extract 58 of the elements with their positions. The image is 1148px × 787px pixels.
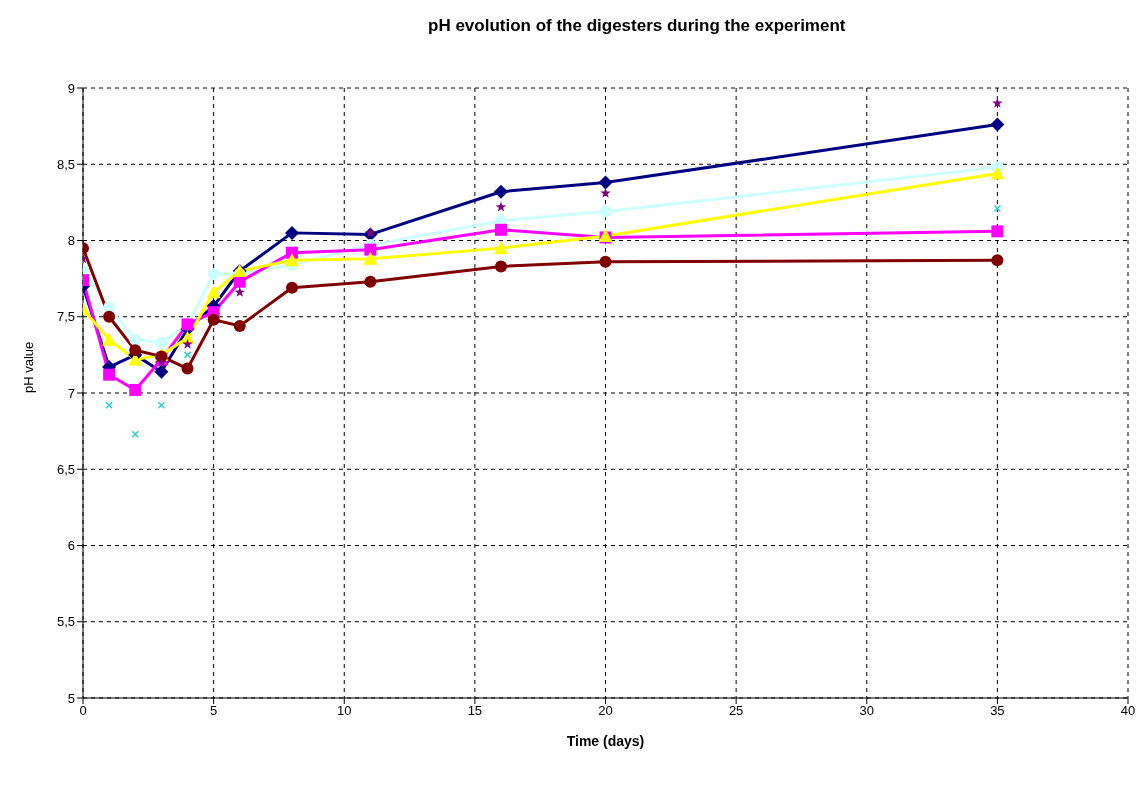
point [103, 368, 116, 381]
y-tick-label: 8,5 [56, 156, 75, 172]
point [495, 260, 507, 273]
point [206, 285, 221, 299]
point [991, 225, 1004, 238]
point [364, 275, 377, 288]
chart-title: pH evolution of the digesters during the experiment [428, 16, 846, 36]
x-tick-label: 15 [467, 703, 483, 719]
point [285, 225, 299, 240]
point [181, 362, 194, 375]
point [494, 184, 508, 199]
point [600, 187, 611, 198]
point [365, 227, 376, 238]
x-axis-title: Time (days) [566, 733, 645, 749]
x-tick-label: 20 [598, 703, 613, 719]
y-tick-label: 5 [67, 690, 75, 706]
y-tick-label: 7 [67, 385, 75, 401]
point [495, 223, 507, 236]
point [599, 205, 612, 218]
point [182, 338, 193, 349]
point [991, 254, 1004, 267]
point [102, 332, 117, 346]
point [992, 97, 1003, 108]
point [103, 310, 116, 323]
point [207, 313, 220, 326]
point [286, 281, 298, 294]
y-tick-label: 5,5 [56, 614, 75, 630]
x-tick-label: 25 [728, 703, 744, 719]
point [363, 251, 378, 265]
point [364, 243, 377, 256]
point [990, 117, 1005, 132]
x-tick-label: 5 [210, 703, 218, 719]
point [154, 364, 169, 379]
point [599, 255, 612, 268]
y-tick-label: 6,5 [56, 461, 75, 477]
x-tick-label: 30 [859, 703, 874, 719]
x-tick-label: 35 [990, 703, 1005, 719]
point [494, 241, 508, 255]
y-axis-title: pH value [20, 341, 36, 393]
y-tick-label: 8 [67, 233, 75, 249]
point [598, 175, 613, 190]
point [156, 357, 167, 367]
point [990, 166, 1005, 180]
point [285, 253, 299, 267]
x-tick-label: 0 [79, 703, 87, 719]
point [129, 333, 142, 346]
y-tick-label: 7,5 [56, 309, 75, 325]
point [233, 275, 246, 288]
point [233, 319, 246, 332]
point [129, 344, 142, 357]
x-tick-label: 40 [1120, 703, 1136, 719]
point [129, 383, 142, 396]
point [495, 201, 507, 212]
y-tick-label: 9 [67, 80, 75, 96]
point [155, 336, 168, 349]
point [207, 268, 220, 281]
y-tick-label: 6 [67, 538, 75, 554]
x-tick-label: 10 [337, 703, 352, 719]
